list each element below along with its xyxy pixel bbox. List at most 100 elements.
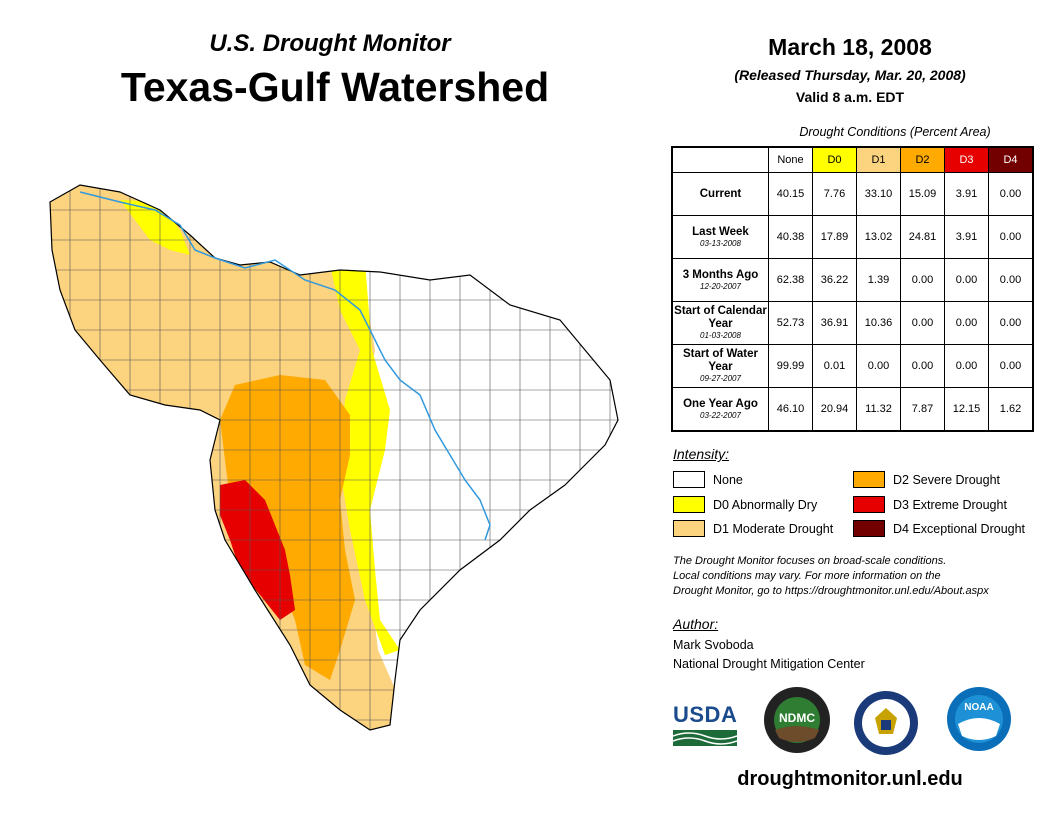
legend-title: Intensity:	[673, 446, 730, 462]
legend-item-d0: D0 Abnormally Dry	[673, 496, 817, 513]
river-line	[79, 191, 491, 541]
cell: 0.00	[944, 258, 989, 302]
author-org: National Drought Mitigation Center	[673, 657, 865, 671]
noaa-seal-icon	[947, 687, 1011, 751]
legend-swatch	[853, 496, 885, 513]
ndmc-seal-icon	[764, 687, 830, 753]
usda-band	[673, 730, 737, 746]
disclaimer-note: The Drought Monitor focuses on broad-sca…	[673, 555, 989, 597]
row-label: 3 Months Ago 12-20-2007	[671, 258, 769, 302]
cell: 0.00	[944, 301, 989, 345]
col-none: None	[768, 146, 813, 173]
map-d0-north-area	[120, 200, 190, 255]
row-label: Current	[671, 172, 769, 216]
table-row: 3 Months Ago 12-20-2007 62.38 36.22 1.39 …	[671, 258, 1034, 302]
usace-shield	[881, 720, 891, 730]
col-d2: D2	[900, 146, 945, 173]
ndmc-logo: NDMC	[763, 686, 831, 754]
legend-swatch	[853, 520, 885, 537]
legend-item-d2: D2 Severe Drought	[853, 471, 1000, 488]
cell: 24.81	[900, 215, 945, 259]
map-title: Texas-Gulf Watershed	[120, 64, 550, 110]
valid-time: Valid 8 a.m. EDT	[795, 89, 905, 105]
noaa-logo: NOAA	[946, 686, 1012, 752]
usda-wave	[672, 732, 738, 740]
watershed-outline	[49, 184, 619, 731]
author-name: Mark Svoboda	[673, 638, 754, 652]
map-d0-area	[330, 262, 400, 655]
row-label: One Year Ago 03-22-2007	[671, 387, 769, 432]
usda-waves-icon	[672, 730, 738, 746]
cell: 12.15	[944, 387, 989, 432]
cell: 52.73	[768, 301, 813, 345]
cell: 0.00	[988, 172, 1034, 216]
row-label: Start of Water Year 09-27-2007	[671, 344, 769, 388]
row-label: Last Week 03-13-2008	[671, 215, 769, 259]
cell: 20.94	[812, 387, 857, 432]
col-d1: D1	[856, 146, 901, 173]
table-row: One Year Ago 03-22-2007 46.10 20.94 11.32…	[671, 387, 1034, 432]
usace-logo	[853, 690, 919, 756]
cell: 0.00	[856, 344, 901, 388]
cell: 13.02	[856, 215, 901, 259]
table-header-row: None D0 D1 D2 D3 D4	[672, 146, 1034, 173]
legend-item-d4: D4 Exceptional Drought	[853, 520, 1025, 537]
usda-logo: USDA	[672, 702, 738, 748]
cell: 40.15	[768, 172, 813, 216]
table-row: Last Week 03-13-2008 40.38 17.89 13.02 24…	[671, 215, 1034, 259]
noaa-wave	[958, 718, 1000, 740]
cell: 7.76	[812, 172, 857, 216]
cell: 33.10	[856, 172, 901, 216]
table-row: Current 40.15 7.76 33.10 15.09 3.91 0.00	[671, 172, 1034, 216]
cell: 3.91	[944, 172, 989, 216]
cell: 1.39	[856, 258, 901, 302]
ndmc-ground	[775, 726, 819, 742]
cell: 0.00	[944, 344, 989, 388]
legend-swatch	[853, 471, 885, 488]
col-d4: D4	[988, 146, 1034, 173]
table-corner	[672, 147, 769, 173]
drought-table: None D0 D1 D2 D3 D4 Current 40.15 7.76 3…	[671, 146, 1034, 432]
cell: 0.00	[900, 301, 945, 345]
cell: 11.32	[856, 387, 901, 432]
legend-swatch	[673, 496, 705, 513]
map-d3-area	[220, 480, 295, 620]
watershed-map	[49, 184, 619, 731]
map-subtitle: U.S. Drought Monitor	[209, 30, 451, 57]
cell: 0.00	[988, 258, 1034, 302]
col-d0: D0	[812, 146, 857, 173]
cell: 0.00	[988, 301, 1034, 345]
cell: 62.38	[768, 258, 813, 302]
cell: 0.00	[988, 215, 1034, 259]
author-title: Author:	[673, 616, 719, 632]
row-label: Start of Calendar Year 01-03-2008	[671, 301, 769, 345]
cell: 10.36	[856, 301, 901, 345]
website-url[interactable]: droughtmonitor.unl.edu	[737, 768, 963, 790]
legend-item-d1: D1 Moderate Drought	[673, 520, 833, 537]
cell: 0.01	[812, 344, 857, 388]
table-caption: Drought Conditions (Percent Area)	[799, 125, 991, 139]
legend-swatch	[673, 520, 705, 537]
cell: 0.00	[900, 344, 945, 388]
cell: 99.99	[768, 344, 813, 388]
legend-item-none: None	[673, 471, 743, 488]
release-date: (Released Thursday, Mar. 20, 2008)	[734, 67, 966, 83]
cell: 17.89	[812, 215, 857, 259]
cell: 0.00	[988, 344, 1034, 388]
col-d3: D3	[944, 146, 989, 173]
cell: 3.91	[944, 215, 989, 259]
cell: 15.09	[900, 172, 945, 216]
cell: 36.91	[812, 301, 857, 345]
map-d2-area	[220, 375, 355, 680]
legend-swatch	[673, 471, 705, 488]
usda-wave	[672, 737, 738, 745]
table-row: Start of Calendar Year 01-03-2008 52.73 3…	[671, 301, 1034, 345]
cell: 7.87	[900, 387, 945, 432]
cell: 40.38	[768, 215, 813, 259]
legend-item-d3: D3 Extreme Drought	[853, 496, 1007, 513]
map-date: March 18, 2008	[768, 34, 932, 60]
cell: 0.00	[900, 258, 945, 302]
army-corps-seal-icon	[854, 691, 918, 755]
table-row: Start of Water Year 09-27-2007 99.99 0.01…	[671, 344, 1034, 388]
cell: 1.62	[988, 387, 1034, 432]
